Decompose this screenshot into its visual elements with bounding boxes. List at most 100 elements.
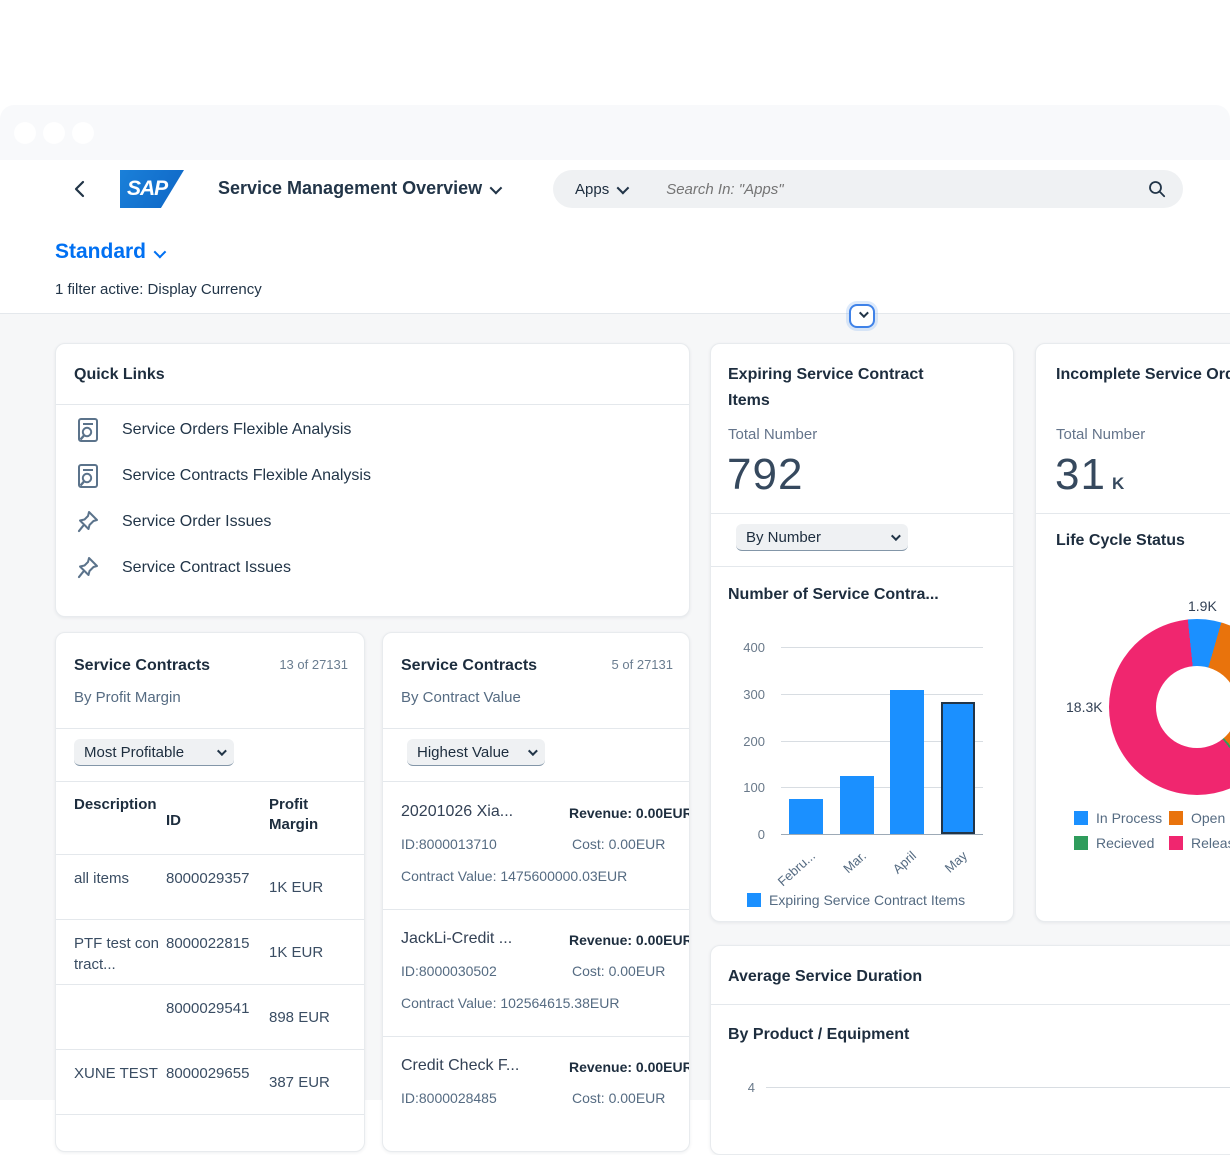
- legend-item: Expiring Service Contract Items: [747, 892, 965, 908]
- chevron-down-icon[interactable]: [616, 181, 630, 194]
- quick-link-item[interactable]: Service Contract Issues: [76, 548, 291, 588]
- quick-link-item[interactable]: Service Order Issues: [76, 502, 271, 542]
- expiring-bar-chart[interactable]: 0 100 200 300 400 Febru... Mar. April May Expirin…: [711, 624, 1013, 921]
- gridline: [781, 787, 983, 789]
- table-row[interactable]: XUNE TEST 8000029655 387 EUR: [56, 1050, 364, 1115]
- chart-filter-select[interactable]: By Number: [736, 524, 908, 551]
- legend-label: Expiring Service Contract Items: [769, 892, 966, 908]
- bar[interactable]: [789, 798, 824, 834]
- avg-duration-card: Average Service Duration By Product / Eq…: [710, 945, 1230, 1155]
- section-title: By Product / Equipment: [728, 1026, 910, 1043]
- legend-swatch: [1074, 811, 1088, 825]
- item-revenue: Revenue: 0.00EUR: [569, 805, 690, 821]
- search-input[interactable]: [666, 180, 1147, 198]
- pin-icon: [77, 557, 98, 579]
- search-bar[interactable]: Apps: [553, 170, 1183, 208]
- back-icon[interactable]: [70, 179, 90, 199]
- pin-icon: [77, 511, 98, 533]
- legend-item: Open: [1169, 810, 1225, 826]
- legend-swatch: [1169, 836, 1183, 850]
- item-name: 20201026 Xia...: [401, 803, 514, 820]
- y-tick-label: 300: [743, 686, 765, 702]
- item-revenue: Revenue: 0.00EUR: [569, 932, 690, 948]
- chevron-down-icon: [858, 308, 869, 319]
- chevron-down-icon: [527, 745, 538, 756]
- item-id: ID:8000028485: [401, 1090, 497, 1106]
- card-title: Incomplete Service Orders: [1056, 366, 1230, 383]
- card-title: Quick Links: [74, 366, 165, 383]
- window-dot: [43, 122, 65, 144]
- window-dots: [14, 122, 101, 149]
- card-title: Average Service Duration: [728, 968, 923, 985]
- kpi-value: 31: [1055, 450, 1106, 499]
- list-item[interactable]: 20201026 Xia... Revenue: 0.00EUR ID:800001…: [383, 793, 689, 920]
- cell-id: 8000022815: [166, 935, 250, 952]
- variant-selector[interactable]: Standard: [55, 240, 167, 264]
- cell-margin: 898 EUR: [269, 1009, 330, 1026]
- chevron-down-icon: [890, 530, 901, 541]
- kpi-value-group: 31 K: [1055, 450, 1124, 500]
- window-dot: [14, 122, 36, 144]
- kpi-value: 792: [727, 450, 804, 499]
- card-title: Service Contracts: [401, 657, 538, 674]
- gridline: [781, 693, 983, 695]
- filter-info: 1 filter active: Display Currency: [55, 281, 262, 298]
- chevron-down-icon: [153, 245, 167, 259]
- list-filter-select[interactable]: Most Profitable: [74, 739, 234, 766]
- quick-link-label: Service Contracts Flexible Analysis: [122, 467, 371, 484]
- chart-search-icon: [78, 418, 98, 442]
- legend-item: Released: [1169, 835, 1230, 851]
- item-name: Credit Check F...: [401, 1057, 520, 1074]
- item-contract-value: Contract Value: 102564615.38EUR: [401, 995, 620, 1011]
- column-header: ID: [166, 812, 181, 829]
- quick-link-item[interactable]: Service Contracts Flexible Analysis: [76, 456, 371, 496]
- bar[interactable]: [890, 690, 925, 834]
- chart-search-icon: [78, 464, 98, 488]
- cell-description: XUNE TEST: [74, 1065, 158, 1082]
- quick-link-item[interactable]: Service Orders Flexible Analysis: [76, 410, 351, 450]
- bar[interactable]: [940, 701, 975, 834]
- item-cost: Cost: 0.00EUR: [572, 963, 666, 979]
- table-row[interactable]: 8000029541 898 EUR: [56, 985, 364, 1050]
- contracts-value-card: Service Contracts 5 of 27131 By Contract…: [382, 632, 690, 1152]
- list-item[interactable]: JackLi-Credit ... Revenue: 0.00EUR ID:8000…: [383, 920, 689, 1047]
- card-title: Service Contracts: [74, 657, 211, 674]
- gridline: [781, 740, 983, 742]
- header-divider: [0, 313, 1230, 314]
- item-id: ID:8000030502: [401, 963, 497, 979]
- card-count: 5 of 27131: [611, 657, 673, 672]
- kpi-label: Total Number: [1056, 426, 1146, 443]
- donut-hole: [1156, 666, 1230, 748]
- gridline: [766, 1087, 1230, 1088]
- lifecycle-donut-chart[interactable]: 1.9K 18.3K: [1036, 564, 1230, 864]
- gridline: [781, 647, 983, 648]
- item-cost: Cost: 0.00EUR: [572, 836, 666, 852]
- y-tick-label: 400: [743, 640, 765, 655]
- search-icon[interactable]: [1147, 179, 1167, 199]
- table-row[interactable]: all items 8000029357 1K EUR: [56, 855, 364, 920]
- list-filter-select[interactable]: Highest Value: [407, 739, 545, 766]
- chart-title: Number of Service Contra...: [728, 586, 939, 603]
- card-subtitle: By Profit Margin: [74, 689, 181, 706]
- cell-id: 8000029655: [166, 1065, 250, 1082]
- search-scope-selector[interactable]: Apps: [575, 180, 610, 198]
- cell-margin: 1K EUR: [269, 879, 324, 896]
- cell-id: 8000029541: [166, 1000, 250, 1017]
- item-id: ID:8000013710: [401, 836, 497, 852]
- card-title: Expiring Service Contract Items: [728, 366, 924, 409]
- app-title[interactable]: Service Management Overview: [218, 178, 503, 199]
- chevron-down-icon: [216, 745, 227, 756]
- column-header: Profit Margin: [269, 796, 319, 833]
- cell-margin: 1K EUR: [269, 944, 324, 961]
- table-row[interactable]: PTF test contract... 8000022815 1K EUR: [56, 920, 364, 985]
- cell-id: 8000029357: [166, 870, 250, 887]
- data-label: 1.9K: [1188, 598, 1217, 614]
- bar[interactable]: [839, 775, 874, 834]
- cell-description: PTF test contract...: [74, 935, 160, 973]
- kpi-unit: K: [1111, 474, 1125, 493]
- donut-legend: In Process Open Recieved Released: [1074, 810, 1230, 870]
- collapse-header-button[interactable]: [849, 304, 875, 328]
- item-contract-value: Contract Value: 1475600000.03EUR: [401, 868, 628, 884]
- legend-label: Open: [1191, 810, 1226, 826]
- y-tick-label: 100: [743, 780, 765, 796]
